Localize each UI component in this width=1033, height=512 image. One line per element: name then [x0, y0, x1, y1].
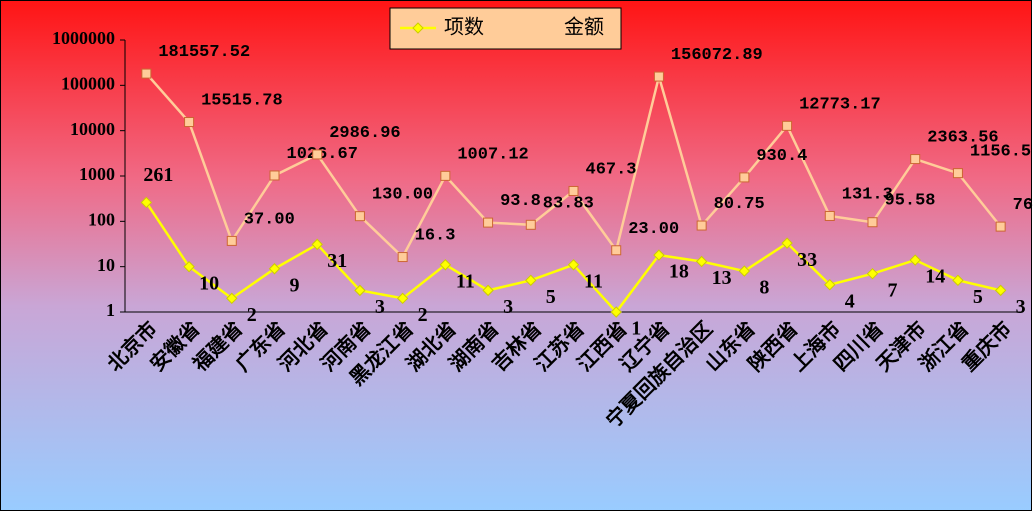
data-label: 23.00	[628, 220, 679, 239]
marker	[696, 220, 707, 231]
data-label: 11	[456, 270, 475, 292]
data-label: 3	[1016, 296, 1026, 318]
data-label: 5	[546, 286, 556, 308]
marker	[226, 292, 238, 305]
data-label: 1007.12	[457, 145, 528, 164]
marker	[910, 154, 921, 165]
marker	[653, 71, 664, 82]
marker	[739, 172, 750, 183]
marker	[866, 267, 879, 280]
marker	[994, 284, 1007, 297]
y-tick-label: 1	[106, 300, 115, 320]
marker	[909, 254, 921, 266]
marker	[738, 265, 751, 277]
data-label: 93.8	[500, 192, 541, 211]
marker	[483, 217, 494, 228]
y-tick-label: 10	[97, 255, 115, 275]
data-label: 37.00	[244, 210, 295, 229]
marker	[568, 185, 579, 196]
marker	[140, 196, 153, 209]
data-label: 5	[973, 286, 983, 308]
marker	[311, 238, 323, 251]
marker	[396, 292, 409, 305]
data-label: 2	[418, 304, 428, 326]
legend-marker	[412, 22, 424, 34]
marker	[141, 68, 152, 79]
y-tick-label: 100000	[61, 73, 115, 93]
data-label: 95.58	[885, 192, 936, 211]
marker	[695, 255, 708, 268]
marker	[610, 306, 622, 318]
data-label: 18	[669, 261, 689, 283]
data-label: 7	[888, 279, 898, 301]
data-label: 930.4	[756, 147, 807, 166]
marker	[312, 149, 323, 160]
marker	[525, 274, 537, 287]
data-label: 31	[327, 250, 347, 272]
marker	[567, 259, 580, 271]
marker	[268, 263, 281, 275]
marker	[952, 274, 964, 287]
data-label: 14	[925, 266, 945, 288]
data-label: 1	[631, 318, 641, 340]
marker	[482, 284, 494, 297]
data-label: 11	[584, 270, 603, 292]
marker	[781, 237, 793, 249]
marker	[611, 245, 622, 256]
marker	[354, 284, 366, 297]
marker	[440, 170, 451, 181]
data-label: 2986.96	[329, 124, 400, 143]
data-label: 10	[199, 272, 219, 294]
data-label: 131.3	[842, 185, 893, 204]
y-tick-label: 1000000	[52, 28, 115, 48]
data-label: 8	[759, 277, 769, 299]
marker	[354, 211, 365, 222]
data-label: 4	[845, 290, 855, 312]
data-label: 467.3	[586, 160, 637, 179]
data-label: 3	[503, 296, 513, 318]
data-label: 16.3	[415, 227, 456, 246]
y-tick-label: 10000	[70, 119, 115, 139]
data-label: 181557.52	[158, 43, 250, 62]
data-label: 156072.89	[671, 46, 763, 65]
data-label: 1156.5	[970, 143, 1031, 162]
data-label: 80.75	[714, 195, 765, 214]
data-label: 33	[797, 249, 817, 271]
data-label: 130.00	[372, 186, 433, 205]
marker	[952, 168, 963, 179]
marker	[184, 117, 195, 128]
marker	[269, 170, 280, 181]
marker	[525, 219, 536, 230]
data-label: 83.83	[543, 194, 594, 213]
data-label: 2	[247, 304, 257, 326]
marker	[782, 120, 793, 131]
marker	[653, 249, 665, 261]
data-label: 15515.78	[201, 92, 283, 111]
data-label: 9	[290, 274, 300, 296]
data-label: 13	[712, 267, 732, 289]
data-label: 76.5	[1013, 196, 1033, 215]
y-tick-label: 1000	[79, 164, 115, 184]
marker	[867, 217, 878, 228]
marker	[824, 210, 835, 221]
marker	[439, 259, 452, 271]
marker	[397, 252, 408, 263]
marker	[226, 235, 237, 246]
legend-label: 金额	[564, 15, 604, 39]
data-label: 3	[375, 296, 385, 318]
data-label: 2363.56	[927, 129, 998, 148]
marker	[824, 278, 836, 291]
data-label: 12773.17	[799, 95, 881, 114]
legend-label: 项数	[444, 15, 484, 39]
data-label: 261	[143, 164, 173, 186]
y-tick-label: 100	[88, 209, 115, 229]
marker	[995, 221, 1006, 232]
marker	[183, 260, 195, 273]
